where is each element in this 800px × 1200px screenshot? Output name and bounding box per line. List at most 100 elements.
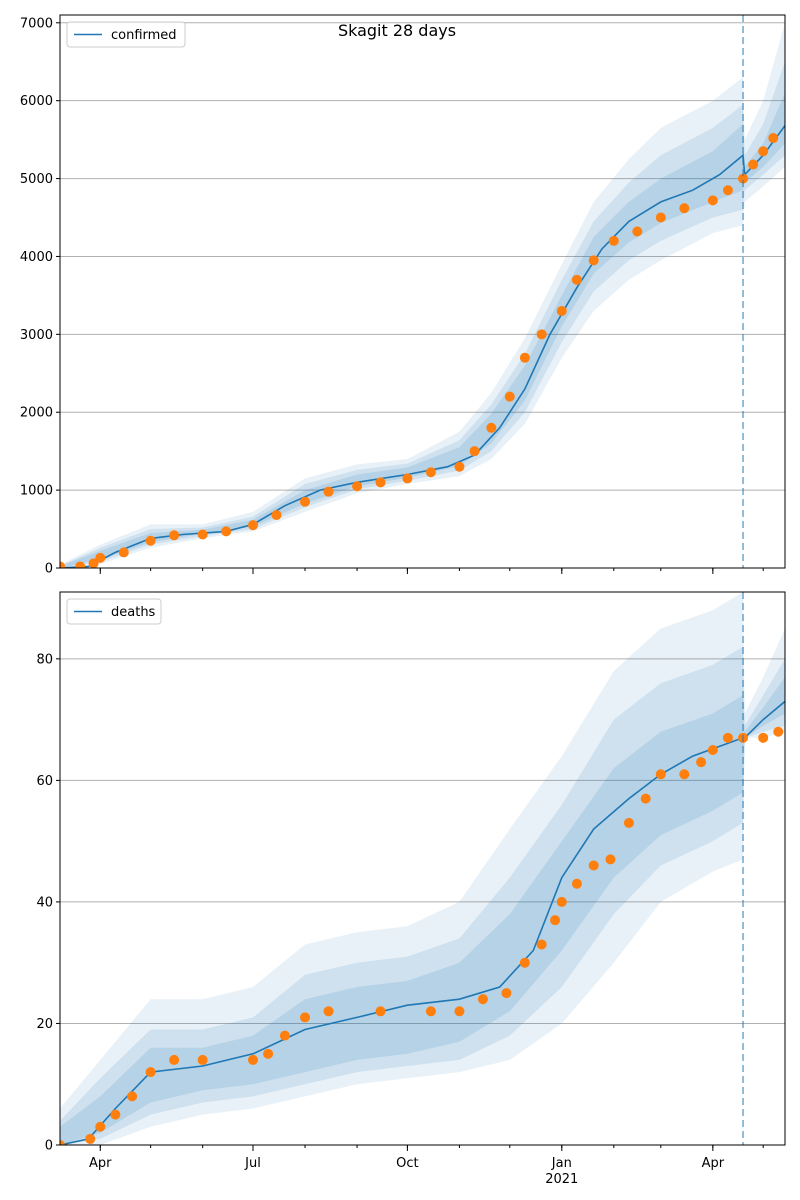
observed-point xyxy=(722,732,733,743)
observed-point xyxy=(323,1006,334,1017)
y-tick-label: 3000 xyxy=(20,328,53,343)
observed-point xyxy=(758,146,769,157)
observed-point xyxy=(425,467,436,478)
observed-point xyxy=(263,1048,274,1059)
y-tick-label: 6000 xyxy=(20,94,53,109)
observed-point xyxy=(556,305,567,316)
observed-point xyxy=(738,173,749,184)
uncertainty-band xyxy=(60,646,785,1145)
observed-point xyxy=(88,558,99,568)
observed-point xyxy=(454,461,465,472)
observed-point xyxy=(127,1091,138,1102)
observed-point xyxy=(75,561,86,568)
observed-point xyxy=(605,854,616,865)
observed-point xyxy=(486,422,497,433)
observed-point xyxy=(323,486,334,497)
y-tick-label: 0 xyxy=(45,562,53,577)
observed-point xyxy=(145,535,156,546)
observed-point xyxy=(571,274,582,285)
y-tick-label: 7000 xyxy=(20,16,53,31)
y-tick-label: 0 xyxy=(45,1139,53,1154)
observed-point xyxy=(640,793,651,804)
observed-point xyxy=(279,1030,290,1041)
observed-point xyxy=(519,352,530,363)
observed-point xyxy=(696,757,707,768)
observed-point xyxy=(773,726,784,737)
observed-point xyxy=(469,446,480,457)
figure-title: Skagit 28 days xyxy=(338,21,456,40)
observed-point xyxy=(95,1121,106,1132)
observed-point xyxy=(197,1054,208,1065)
legend-label: deaths xyxy=(111,605,156,620)
observed-point xyxy=(632,226,643,237)
observed-point xyxy=(110,1109,121,1120)
observed-point xyxy=(197,529,208,540)
y-tick-label: 1000 xyxy=(20,484,53,499)
observed-point xyxy=(758,732,769,743)
legend: confirmed xyxy=(66,21,186,48)
observed-point xyxy=(300,496,311,507)
observed-point xyxy=(768,133,779,144)
observed-point xyxy=(425,1006,436,1017)
x-tick-label: Apr xyxy=(702,1156,725,1171)
observed-point xyxy=(118,547,129,558)
y-tick-label: 2000 xyxy=(20,406,53,421)
x-tick-label: Jan xyxy=(551,1156,572,1171)
observed-point xyxy=(679,203,690,214)
y-tick-label: 60 xyxy=(36,774,53,789)
y-tick-label: 40 xyxy=(36,895,53,910)
observed-point xyxy=(454,1006,465,1017)
observed-point xyxy=(375,1006,386,1017)
observed-point xyxy=(477,994,488,1005)
observed-point xyxy=(60,1140,65,1145)
observed-point xyxy=(501,988,512,999)
legend: deaths xyxy=(66,598,162,625)
observed-point xyxy=(571,878,582,889)
model-curve xyxy=(60,125,785,568)
x-tick-label: Jul xyxy=(244,1156,261,1171)
observed-point xyxy=(748,159,759,170)
observed-point xyxy=(300,1012,311,1023)
observed-point xyxy=(536,939,547,950)
observed-point xyxy=(169,530,180,541)
axes-frame xyxy=(59,14,786,569)
observed-point xyxy=(655,769,666,780)
x-tick-label: Oct xyxy=(396,1156,418,1171)
y-tick-label: 5000 xyxy=(20,172,53,187)
axes-frame xyxy=(59,591,786,1146)
observed-point xyxy=(95,552,106,563)
observed-point xyxy=(536,329,547,340)
observed-point xyxy=(707,745,718,755)
y-tick-label: 80 xyxy=(36,652,53,667)
observed-point xyxy=(221,526,232,537)
uncertainty-band xyxy=(60,22,785,568)
observed-point xyxy=(85,1133,96,1144)
observed-point xyxy=(588,860,599,871)
observed-point xyxy=(722,185,733,196)
observed-point xyxy=(519,957,530,968)
x-tick-sublabel: 2021 xyxy=(545,1172,578,1187)
model-curve xyxy=(60,700,785,1145)
observed-point xyxy=(504,391,515,402)
plot-area xyxy=(60,22,785,568)
uncertainty-band xyxy=(60,61,785,568)
observed-point xyxy=(247,1054,258,1065)
legend-box xyxy=(66,598,162,625)
observed-point xyxy=(550,915,561,926)
y-tick-label: 4000 xyxy=(20,250,53,265)
observed-point xyxy=(402,473,413,484)
observed-point xyxy=(588,255,599,266)
observed-point xyxy=(60,561,65,568)
observed-point xyxy=(623,817,634,828)
observed-point xyxy=(271,510,282,521)
x-tick-label: Apr xyxy=(89,1156,112,1171)
observed-point xyxy=(608,235,619,246)
legend-box xyxy=(66,21,186,48)
legend-label: confirmed xyxy=(111,28,177,43)
observed-point xyxy=(556,896,567,907)
observed-point xyxy=(247,520,258,531)
observed-point xyxy=(169,1054,180,1065)
observed-point xyxy=(145,1067,156,1078)
y-tick-label: 20 xyxy=(36,1017,53,1032)
